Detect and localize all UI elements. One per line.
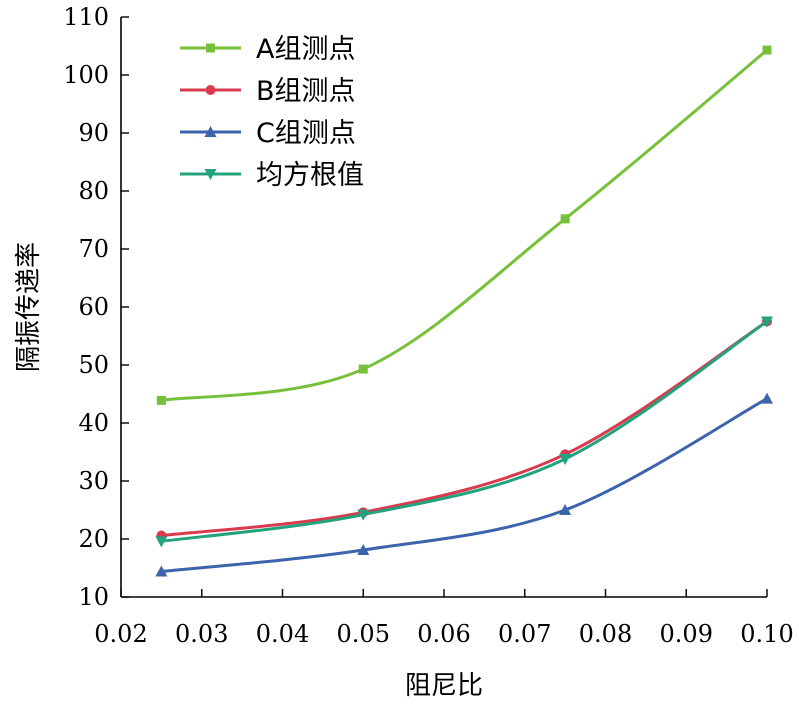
y-axis-ticks: 10 20 30 40 50 60 70 80 90 100 110 — [63, 3, 129, 611]
legend-marker — [204, 126, 217, 137]
data-point — [560, 214, 570, 224]
legend-item: C组测点 — [180, 118, 356, 149]
series-4 — [155, 316, 773, 548]
legend-item: B组测点 — [180, 76, 356, 107]
x-tick-label: 0.09 — [660, 620, 713, 648]
data-point — [358, 364, 368, 374]
data-point — [762, 45, 772, 55]
data-point — [155, 565, 168, 577]
y-tick-label: 50 — [78, 351, 109, 379]
series-line — [161, 320, 768, 538]
data-point — [155, 536, 168, 548]
x-tick-label: 0.07 — [498, 620, 551, 648]
series-line — [161, 48, 768, 402]
series-3 — [155, 392, 773, 577]
legend-marker — [205, 85, 216, 95]
legend-marker — [206, 43, 215, 53]
y-tick-label: 30 — [78, 467, 109, 495]
x-tick-label: 0.08 — [579, 620, 632, 648]
x-tick-label: 0.06 — [417, 620, 470, 648]
x-axis-title: 阻尼比 — [405, 671, 483, 701]
legend-item: A组测点 — [180, 34, 355, 65]
series-2 — [156, 316, 772, 541]
legend-label: C组测点 — [256, 118, 356, 149]
series-line — [161, 397, 768, 573]
data-point — [357, 544, 370, 556]
data-point — [761, 316, 773, 328]
x-axis-ticks: 0.02 0.03 0.04 0.05 0.06 0.07 0.08 0.09 0.10 — [94, 589, 794, 648]
x-tick-label: 0.05 — [337, 620, 390, 648]
data-point — [761, 392, 773, 404]
x-tick-label: 0.03 — [175, 620, 228, 648]
legend-label: B组测点 — [256, 76, 356, 107]
series-line — [161, 320, 768, 543]
legend-marker — [204, 169, 217, 180]
data-point — [357, 509, 370, 521]
y-tick-label: 80 — [78, 177, 109, 205]
y-tick-label: 100 — [63, 61, 109, 89]
y-tick-label: 70 — [78, 235, 109, 263]
y-tick-label: 110 — [63, 3, 109, 31]
legend-item: 均方根值 — [180, 160, 364, 191]
y-tick-label: 60 — [78, 293, 109, 321]
data-point — [559, 504, 572, 515]
data-point — [559, 453, 572, 465]
legend-label: A组测点 — [256, 34, 355, 65]
y-tick-label: 90 — [78, 119, 109, 147]
y-tick-label: 10 — [78, 583, 109, 611]
y-tick-label: 20 — [78, 525, 109, 553]
legend-label: 均方根值 — [256, 160, 364, 191]
series-layer — [155, 45, 773, 577]
x-tick-label: 0.02 — [94, 620, 147, 648]
data-point — [156, 395, 166, 405]
y-tick-label: 40 — [78, 409, 109, 437]
series-1 — [156, 45, 772, 405]
y-axis-title: 隔振传递率 — [14, 242, 44, 372]
x-tick-label: 0.10 — [740, 620, 793, 648]
x-tick-label: 0.04 — [256, 620, 309, 648]
